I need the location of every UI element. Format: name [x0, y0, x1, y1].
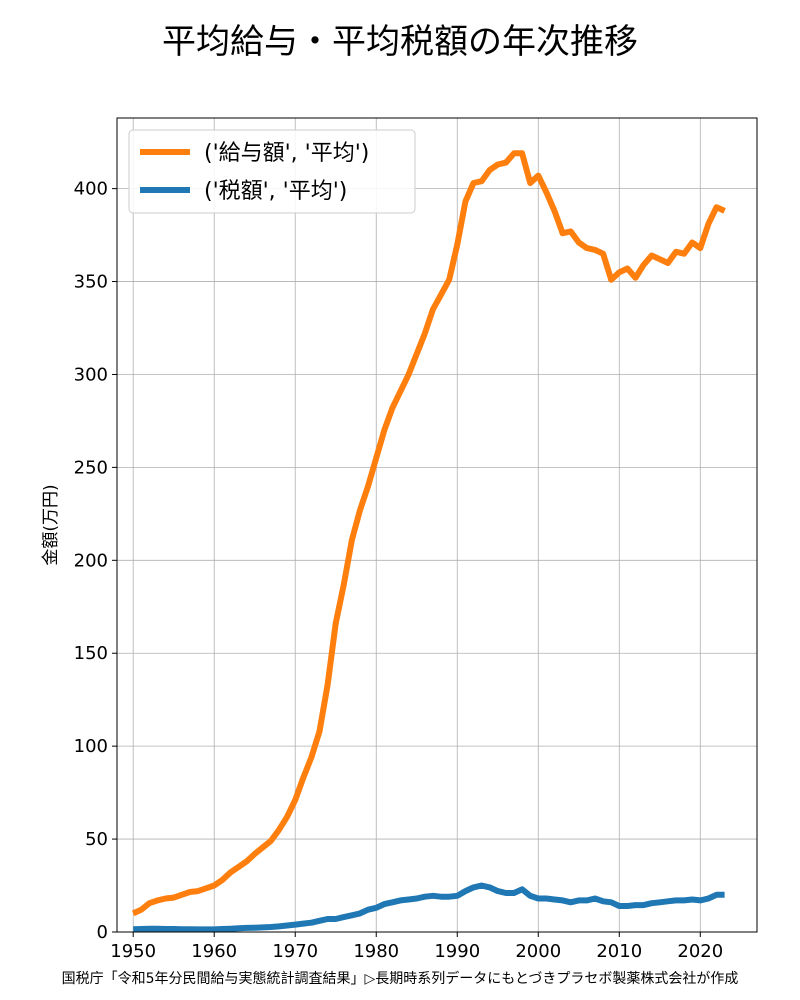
grid-lines — [117, 118, 757, 933]
y-tick-label: 400 — [74, 179, 108, 200]
series-line — [133, 882, 725, 933]
y-tick-label: 350 — [74, 272, 108, 293]
y-tick-label: 50 — [85, 829, 108, 850]
legend-label: ('給与額', '平均') — [204, 141, 369, 166]
y-axis-label: 金額(万円) — [41, 484, 61, 565]
y-tick-label: 200 — [74, 550, 108, 571]
legend: ('給与額', '平均') ('税額', '平均') — [128, 129, 416, 214]
chart-title: 平均給与・平均税額の年次推移 — [162, 22, 638, 62]
axis-ticks: 1950 1960 1970 1980 1990 2000 2010 2020 0 50 100 15… — [74, 179, 724, 962]
legend-label: ('税額', '平均') — [204, 179, 347, 204]
x-tick-label: 2010 — [596, 941, 642, 962]
x-tick-label: 1990 — [434, 941, 480, 962]
x-tick-label: 1970 — [272, 941, 318, 962]
x-tick-label: 1980 — [353, 941, 399, 962]
legend-box — [128, 129, 416, 214]
plot-frame — [116, 117, 758, 933]
x-tick-label: 1950 — [110, 941, 156, 962]
y-tick-label: 100 — [74, 736, 108, 757]
y-tick-label: 250 — [74, 457, 108, 478]
x-tick-label: 2000 — [515, 941, 561, 962]
x-tick-label: 2020 — [677, 941, 723, 962]
x-tick-label: 1960 — [191, 941, 237, 962]
y-tick-label: 0 — [97, 922, 108, 943]
source-note: 国税庁「令和5年分民間給与実態統計調査結果」▷長期時系列データにもとづきプラセボ… — [61, 971, 739, 987]
series-line — [131, 150, 726, 917]
series-lines — [131, 150, 726, 933]
y-tick-label: 300 — [74, 364, 108, 385]
y-tick-label: 150 — [74, 643, 108, 664]
